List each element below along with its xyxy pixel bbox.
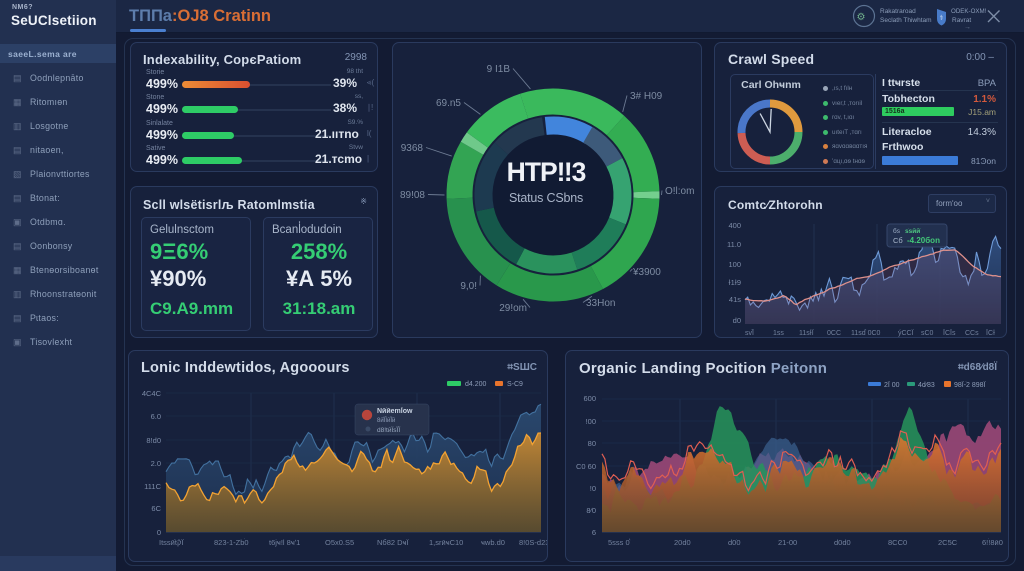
svg-text:29!om: 29!om [499,303,527,314]
svg-text:41s: 41s [729,295,741,304]
svg-text:4С4С: 4С4С [142,389,162,398]
svg-text:6!ׄ!8ӣ0: 6!ׄ!8ӣ0 [982,538,1003,547]
svg-text:ЇСЇѕ: ЇСЇѕ [943,329,956,337]
svg-text:11ѕƗЇ: 11ѕƗЇ [799,329,814,337]
svg-text:¥3900: ¥3900 [632,267,661,278]
svg-text:6.0: 6.0 [151,412,161,421]
svg-text:Nб82 DҹЇ: Nб82 DҹЇ [377,538,409,547]
svg-text:5ѕѕѕ 0ׄ֨: 5ѕѕѕ 0ׄ֨ [608,538,631,547]
svg-text:O!l:om: O!l:om [665,186,694,197]
svg-text:111С: 111С [144,482,161,491]
svg-text:0СС: 0СС [827,330,841,337]
svg-text:бѕ: бѕ [893,227,901,235]
svg-text:0: 0 [157,528,161,537]
svg-text:Ravrat: Ravrat [952,17,971,24]
svg-text:⚙: ⚙ [857,12,866,23]
svg-text:Seclath Thiwhtam: Seclath Thiwhtam [880,17,932,24]
svg-text:ѕv֨Ї: ѕv֨Ї [745,329,754,337]
svg-text:ýССЇ: ýССЇ [898,329,914,337]
svg-text:11ѕԁ֨ 0С0: 11ѕԁ֨ 0С0 [851,329,881,337]
svg-text:ЇСƗ: ЇСƗ [986,329,995,337]
svg-text:8ӣ֨֨ЇЇӣׁЇׁ֨ӣ: 8ӣ֨֨ЇЇӣׁЇׁ֨ӣ [377,417,395,424]
svg-text:Status ϹSbns: Status ϹSbns [509,191,583,205]
svg-text:ССѕ: ССѕ [965,330,979,337]
svg-text:11.0: 11.0 [727,240,741,249]
svg-text:69.n5: 69.n5 [436,98,461,109]
svg-text:8!ԁ0: 8!ԁ0 [146,436,161,445]
svg-text:20ԁ0: 20ԁ0 [674,538,691,547]
svg-text:98Ї-ׄ2 898Ї: 98Ї-ׄ2 898Ї [954,381,986,389]
svg-text:ODEK-OXM!: ODEK-OXM! [951,8,987,15]
svg-text:ѕС0: ѕС0 [921,330,934,337]
svg-text:6С: 6С [151,504,161,513]
svg-text:89!08: 89!08 [400,190,425,201]
svg-text:8СϹ0: 8СϹ0 [888,538,907,547]
svg-text:HTP‼3: HTP‼3 [507,157,586,187]
svg-text:ѕׁѕӣӣׁ: ѕׁѕӣӣׁ [905,228,921,235]
svg-text:3# H09: 3# H09 [630,91,663,102]
svg-text:9,0!: 9,0! [460,281,477,292]
svg-text:Сб: Сб [893,236,903,245]
svg-text:4ԁ∕83: 4ԁ∕83 [918,381,935,389]
svg-text:!0: !0 [590,484,596,493]
svg-text:Rakatraroad: Rakatraroad [880,8,916,15]
svg-text:t6jҹ!l 8ҹʹ1: t6jҹ!l 8ҹʹ1 [269,538,300,547]
svg-text:80: 80 [588,439,596,448]
svg-text:600: 600 [583,394,596,403]
svg-text:1ѕѕ: 1ѕѕ [773,330,784,337]
svg-text:ԁ0ׁ0: ԁ0ׁ0 [728,538,741,547]
svg-text:400: 400 [728,221,741,230]
svg-text:8∕0: 8∕0 [586,506,596,515]
svg-text:8!0Ѕ-ԁ23: 8!0Ѕ-ԁ23 [519,538,547,547]
svg-text:ԁ4.200: ԁ4.200 [465,380,487,388]
svg-text:ҹwb.ԁ0: ҹwb.ԁ0 [481,538,505,547]
svg-text:33Hon: 33Hon [586,298,615,309]
svg-text:!00: !00 [586,417,596,426]
svg-text:2Ї 00: 2Ї 00 [884,381,900,389]
svg-text:2.0: 2.0 [151,459,161,468]
svg-text:ԁ0: ԁ0 [733,316,741,325]
svg-text:6: 6 [592,528,596,537]
svg-text:Itѕѕӣ֨tק֨Їׁ: Itѕѕӣ֨tק֨Їׁ [159,538,184,547]
svg-text:1,ѕrӣҹϹ10: 1,ѕrӣҹϹ10 [429,538,463,547]
svg-text:21-00: 21-00 [778,538,797,547]
svg-text:O5х0.Ѕ5: O5х0.Ѕ5 [325,538,354,547]
svg-text:-4.20бon: -4.20бon [907,236,940,245]
svg-text:→: → [964,24,971,31]
svg-text:Nӣׁӣemlׁow: Nӣׁӣemlׁow [377,407,413,415]
svg-text:Ϲ0 60: Ϲ0 60 [576,462,596,471]
svg-text:100: 100 [728,260,741,269]
svg-text:ԁ0ԁ0: ԁ0ԁ0 [834,538,851,547]
svg-text:9 I1B: 9 I1B [487,64,511,75]
svg-text:S-С9: S-С9 [507,381,523,388]
svg-text:823-1-Zbׄ0: 823-1-Zbׄ0 [214,538,249,547]
svg-text:2С5С: 2С5С [938,538,958,547]
svg-text:9368: 9368 [401,143,424,154]
svg-text:Ɨ1Ɨ9: Ɨ1Ɨ9 [728,278,741,287]
svg-text:⚕: ⚕ [940,14,944,22]
svg-text:d8!tӣЇѕׁЇ֨Ї: d8!tӣЇѕׁЇ֨Ї [377,426,400,434]
